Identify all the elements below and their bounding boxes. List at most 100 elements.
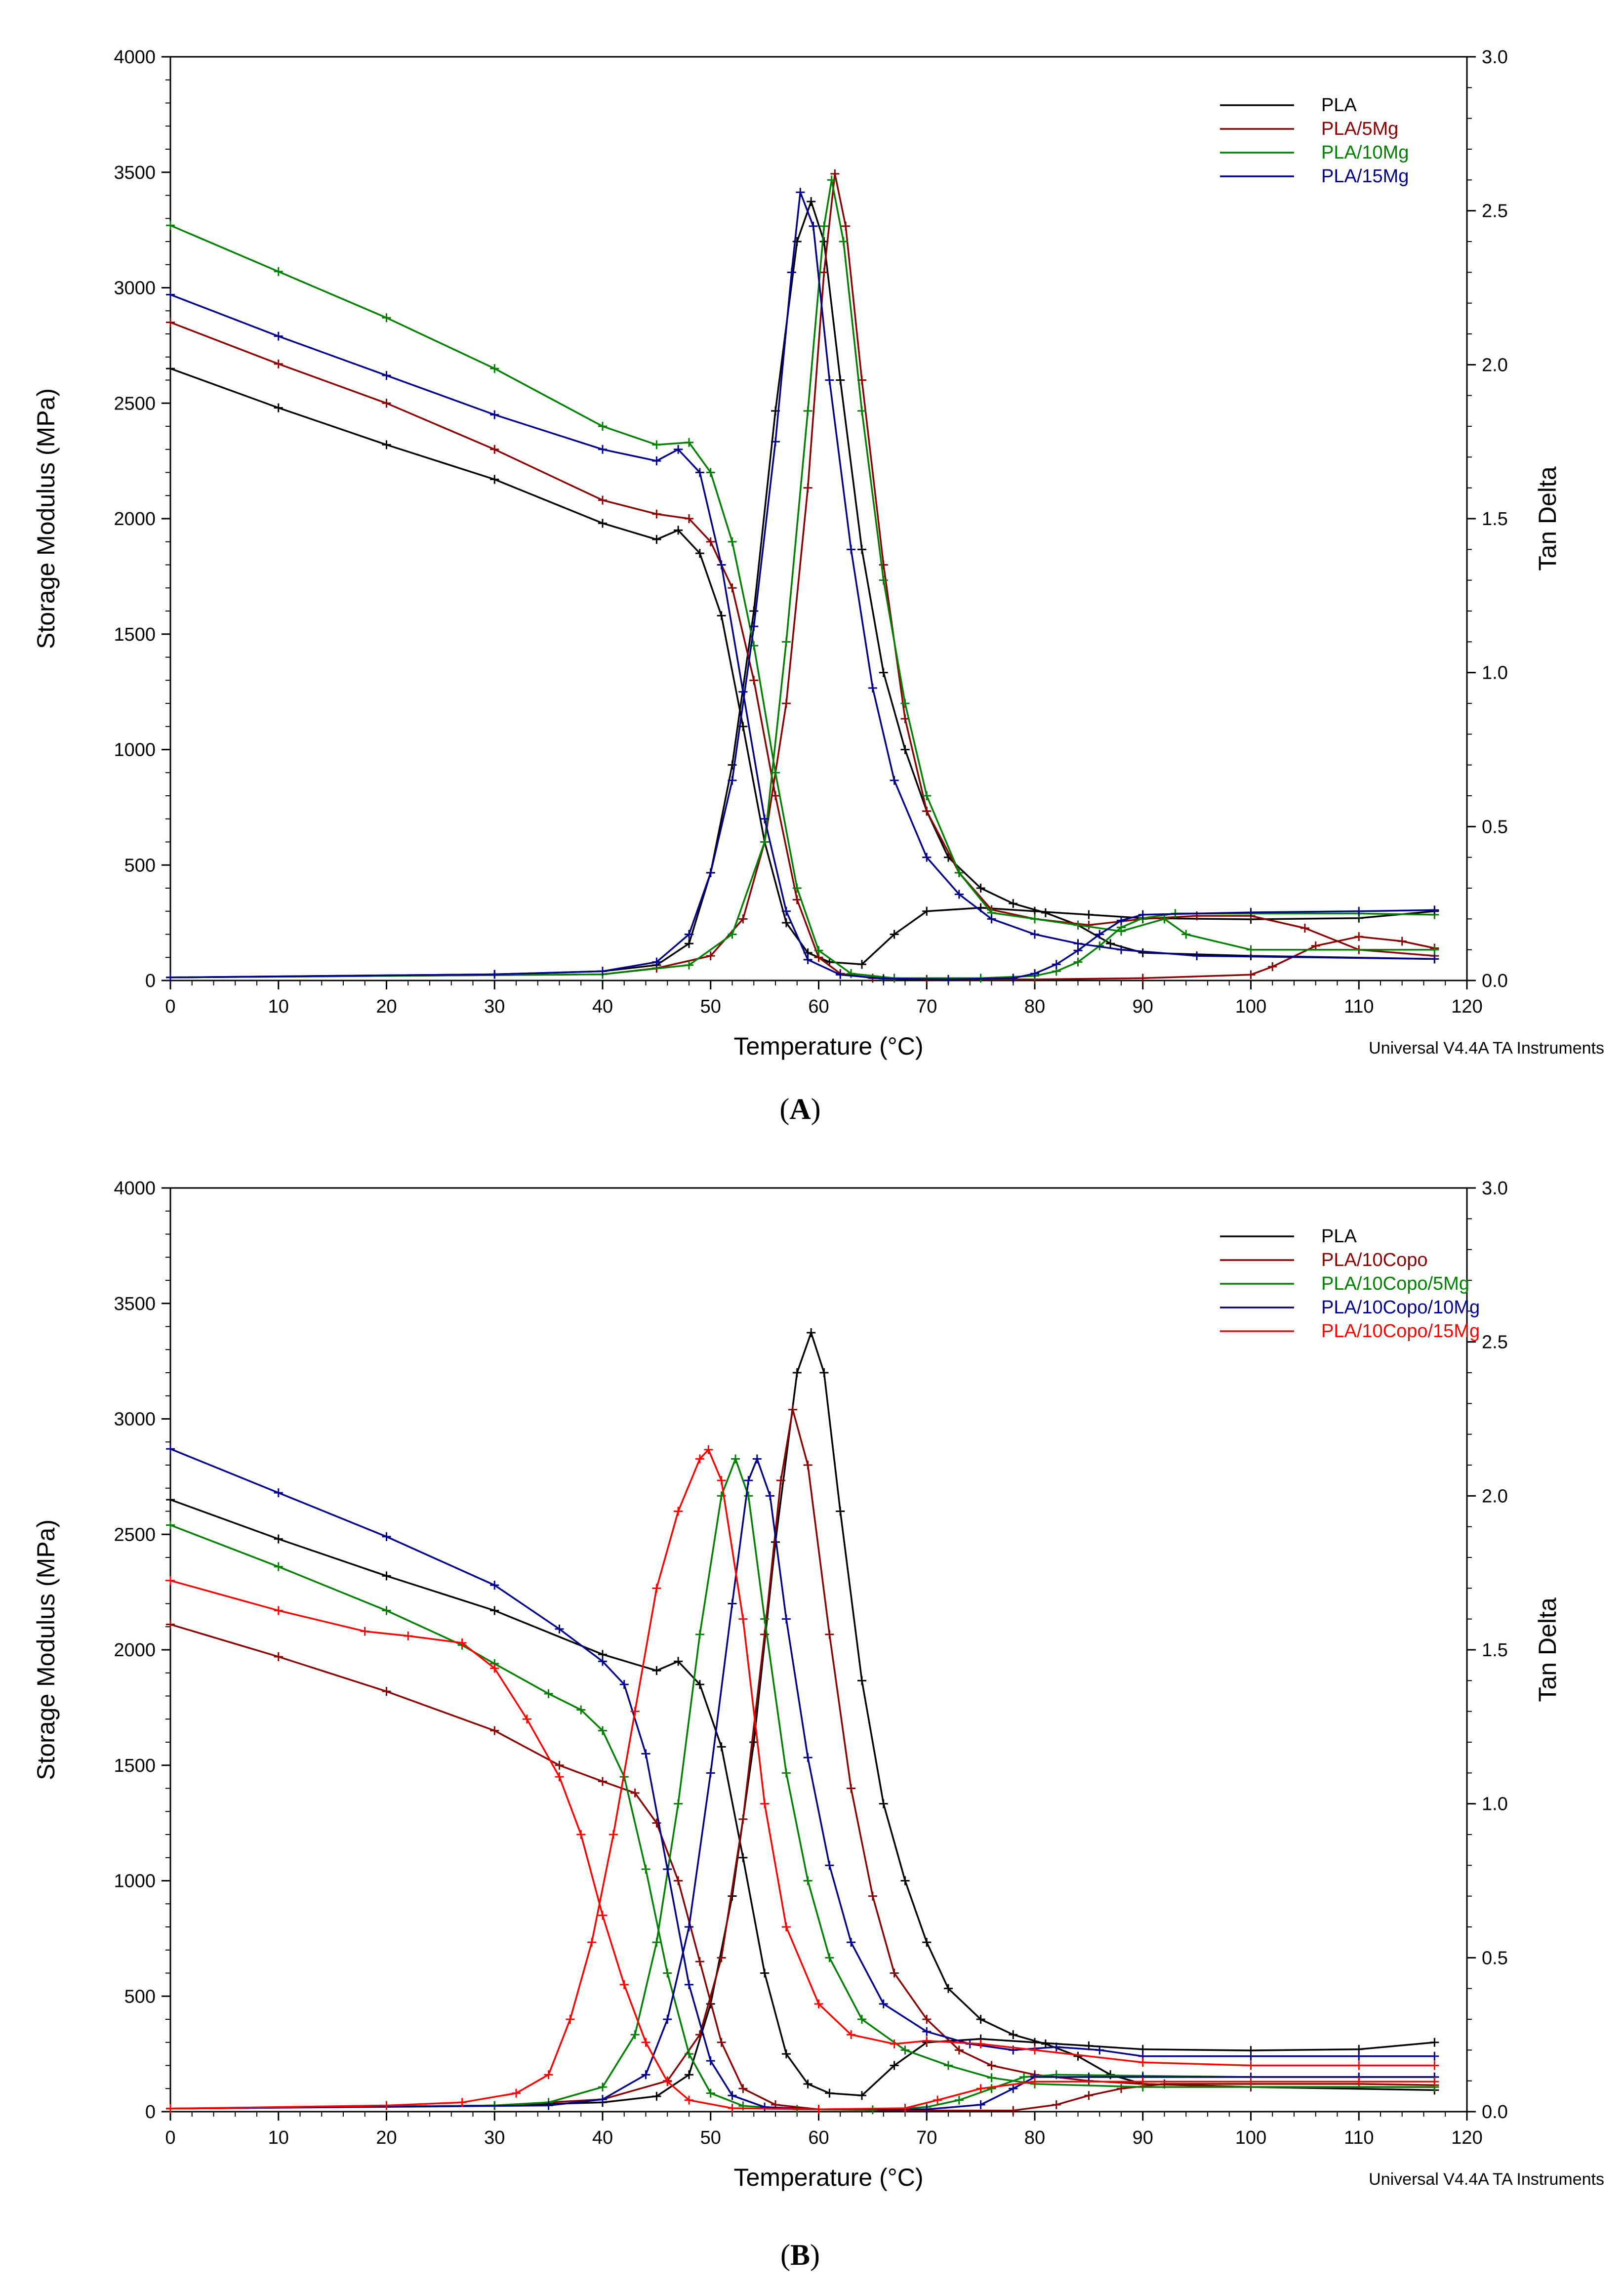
chart-a-series-pla-modulus-point: [674, 526, 683, 535]
chart-a-series-pla-15mg-tan-delta-point: [922, 853, 932, 862]
chart-a-series-pla-15mg-modulus-point: [1117, 916, 1126, 925]
chart-b-y-tick-label: 4000: [114, 1178, 156, 1199]
chart-a-y2-tick-label: 1.5: [1482, 509, 1508, 530]
chart-b-series-pla-10copo-5mg-tan-delta-point: [825, 1953, 834, 1962]
chart-b-series-pla-10copo-5mg-tan-delta-point: [744, 1491, 753, 1501]
chart-b-series-pla-10copo-15mg-modulus-point: [728, 2103, 737, 2113]
chart-b-series-pla-10copo-10mg-tan-delta-point: [598, 2095, 607, 2104]
chart-a-y2-axis-title: Tan Delta: [1534, 466, 1561, 571]
chart-panel-b: 0 10 20 30 40 50 60 70 80 90 100 110 120 0 500 1000 1500…: [32, 1178, 1604, 2191]
chart-a-series-pla-15mg-tan-delta-line: [170, 191, 1435, 979]
chart-b-y2-tick-label: 0.0: [1482, 2102, 1508, 2123]
chart-b-series-pla-10copo-tan-delta-point: [954, 2045, 964, 2055]
chart-a-series-pla-10mg-tan-delta-point: [922, 791, 932, 800]
chart-b-series-pla-10copo-10mg-modulus-point: [598, 1657, 607, 1666]
chart-b-series-pla-10copo-tan-delta-point: [987, 2061, 996, 2070]
chart-b-series-pla-10copo-5mg-tan-delta-point: [803, 1876, 812, 1885]
chart-b-series-pla-modulus-point: [890, 2061, 899, 2070]
chart-b-x-tick-label: 20: [376, 2127, 397, 2148]
chart-b-series-pla-10copo-modulus-point: [382, 1687, 391, 1696]
chart-b-series-pla-10copo-15mg-modulus-point: [619, 1980, 629, 1989]
chart-a-x-tick-label: 120: [1451, 996, 1482, 1017]
chart-b-series-pla-10copo-15mg-tan-delta-point: [587, 1938, 597, 1947]
chart-b-series-pla-10copo-10mg-tan-delta-point: [781, 1614, 791, 1624]
chart-a-series-pla-tan-delta-point: [792, 237, 802, 246]
chart-b-series-pla-10copo-15mg-modulus-point: [490, 1664, 499, 1673]
chart-a-series-pla-tan-delta-point: [1138, 948, 1147, 957]
chart-a-y2-tick-label: 3.0: [1482, 47, 1508, 68]
chart-a-series-pla-10mg-tan-delta-point: [781, 637, 791, 647]
chart-b-series-pla-10copo-15mg-tan-delta-point: [609, 1830, 618, 1839]
chart-b-x-axis-title: Temperature (°C): [734, 2164, 924, 2191]
chart-b-series-pla-10copo-15mg-modulus-point: [933, 2095, 942, 2105]
chart-a-series-pla-15mg-tan-delta-point: [728, 776, 737, 785]
chart-b-series-pla-10copo-15mg-modulus-point: [1246, 2077, 1256, 2086]
chart-b-series-pla-10copo-15mg-tan-delta-point: [976, 2039, 985, 2048]
chart-a-series-pla-10mg-modulus-point: [728, 537, 737, 546]
chart-b-x-tick-label: 50: [700, 2127, 721, 2148]
chart-a-series-pla-modulus-point: [781, 918, 791, 928]
chart-b-series-pla-10copo-5mg-tan-delta-point: [731, 1454, 740, 1464]
chart-a-series-pla-tan-delta-point: [1041, 908, 1050, 917]
chart-b-series-pla-10copo-15mg-tan-delta-point: [566, 2015, 575, 2024]
chart-a-series-pla-15mg-modulus-point: [1009, 974, 1018, 983]
chart-a-series-pla-15mg-tan-delta-point: [598, 967, 607, 976]
chart-a-series-pla-5mg-modulus-point: [1246, 970, 1256, 980]
chart-a-series-pla-tan-delta-point: [836, 375, 845, 385]
chart-a-series-pla-15mg-storage-modulus-line: [170, 293, 1435, 981]
panel-label-a-letter: A: [789, 1093, 811, 1125]
chart-b-y-tick-label: 2500: [114, 1524, 156, 1545]
chart-b-series-pla-10copo-5mg-tan-delta-point: [760, 1614, 770, 1624]
chart-b-series-pla-10copo-tan-delta-point: [922, 2015, 932, 2024]
chart-b-series-pla-10copo-15mg-tan-delta-point: [695, 1454, 704, 1464]
chart-a-series-pla-10mg-tan-delta-point: [839, 237, 848, 246]
chart-b-series-pla-10copo-modulus-point: [717, 2038, 726, 2047]
chart-a-series-pla-10mg-tan-delta-point: [819, 221, 829, 231]
chart-a-legend-label-pla-5mg: PLA/5Mg: [1321, 119, 1398, 139]
chart-a-series-pla-5mg-modulus-point: [1268, 962, 1277, 971]
chart-a-series-pla-modulus-point: [274, 403, 283, 412]
chart-a-series-pla-5mg-tan-delta-point: [830, 169, 840, 178]
chart-b-series-pla-10copo-10mg-tan-delta-point: [728, 1599, 737, 1608]
chart-b-series-pla-10copo-15mg-modulus-point: [598, 1911, 607, 1920]
chart-b-series-pla-10copo-10mg-tan-delta-point: [663, 2015, 672, 2024]
chart-b-series-pla-10copo-10mg-modulus-point: [641, 1749, 650, 1758]
chart-a-x-axis-title: Temperature (°C): [734, 1032, 924, 1060]
chart-a-series-pla-15mg-modulus-point: [738, 687, 748, 696]
chart-b-series-pla-10copo-15mg-modulus-point: [457, 1638, 467, 1647]
chart-a-series-pla-5mg-tan-delta-point: [922, 807, 932, 816]
chart-a-y-tick-label: 1000: [114, 740, 156, 761]
chart-b-series-pla-tan-delta-point: [879, 1799, 888, 1808]
chart-a-series-pla-10mg-tan-delta-point: [827, 175, 836, 185]
chart-a-x-tick-label: 50: [700, 996, 721, 1017]
chart-b-series-pla-10copo-5mg-tan-delta-point: [630, 2030, 640, 2040]
chart-a-x-tick-label: 40: [592, 996, 613, 1017]
chart-b-series-pla-10copo-10mg-tan-delta-point: [1052, 2043, 1061, 2052]
chart-a-series-pla-5mg-tan-delta-point: [879, 560, 888, 570]
chart-a-series-pla-15mg-tan-delta-point: [166, 973, 175, 982]
chart-a-series-pla-5mg-modulus-point: [792, 895, 802, 904]
chart-b-series-pla-10copo-tan-delta-point: [825, 1630, 834, 1639]
chart-a-series-pla-modulus-point: [490, 475, 499, 484]
chart-a-series-pla-15mg-tan-delta-point: [987, 914, 996, 924]
chart-b-series-pla-10copo-5mg-modulus-point: [166, 1520, 175, 1530]
chart-a-series-pla-15mg-tan-delta-point: [809, 221, 818, 231]
chart-b-series-pla-10copo-10mg-tan-delta-point: [706, 1768, 715, 1778]
chart-a-series-pla-15mg-tan-delta-point: [490, 970, 499, 979]
chart-b-series-pla-10copo-10mg-tan-delta-point: [803, 1753, 812, 1762]
chart-b-series-pla-10copo-10mg-modulus-point: [922, 2105, 932, 2114]
chart-a-series-pla-10mg-tan-delta-point: [760, 837, 770, 847]
chart-b-legend-label-pla-10copo-10mg: PLA/10Copo/10Mg: [1321, 1297, 1480, 1318]
chart-b-series-pla-10copo-10mg-modulus-point: [1084, 2072, 1094, 2082]
chart-a-series-pla-tan-delta-point: [749, 607, 759, 615]
chart-b-series-pla-10copo-modulus-point: [1084, 2091, 1094, 2100]
chart-b-series-pla-10copo-15mg-tan-delta-point: [544, 2070, 553, 2080]
chart-b-series-pla-10copo-modulus-point: [738, 2084, 748, 2093]
chart-b-series-pla-10copo-15mg-tan-delta-point: [674, 1507, 683, 1516]
chart-b-series-pla-10copo-tan-delta-point: [868, 1891, 877, 1901]
chart-a-series-pla-modulus-point: [382, 440, 391, 449]
chart-b-series-pla-10copo-10mg-tan-delta-point: [922, 2027, 932, 2036]
chart-a-series-pla-5mg-modulus-point: [490, 445, 499, 454]
chart-a-series-pla-15mg-tan-delta-point: [685, 930, 693, 939]
chart-b-y2-axis-title: Tan Delta: [1534, 1597, 1561, 1702]
